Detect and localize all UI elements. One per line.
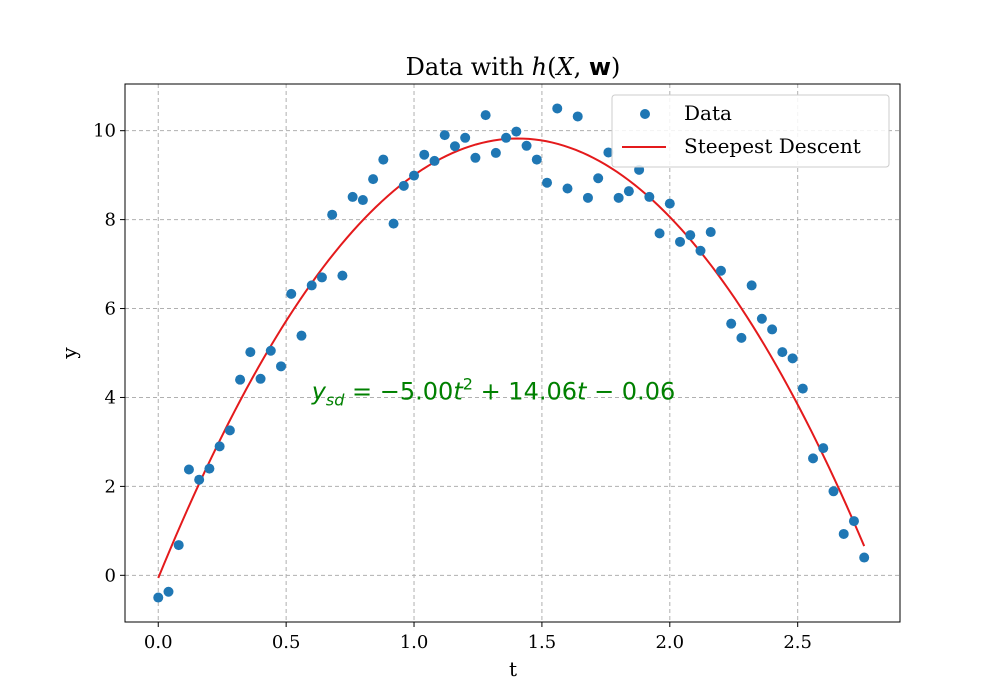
data-point [480, 110, 491, 121]
data-point [490, 147, 501, 158]
y-axis-ticks: 0 2 4 6 8 10 [93, 121, 125, 586]
steepest-descent-curve [157, 137, 866, 579]
data-point [767, 324, 778, 335]
data-point [695, 245, 706, 256]
data-point [214, 441, 225, 452]
data-point [685, 230, 696, 241]
data-point [235, 374, 246, 385]
data-point [736, 332, 747, 343]
x-tick-label: 1.5 [528, 632, 557, 653]
data-point [409, 170, 420, 181]
data-point [224, 425, 235, 436]
data-point [664, 198, 675, 209]
data-point [675, 236, 686, 247]
data-point [460, 132, 471, 143]
data-point [654, 228, 665, 239]
data-point [542, 177, 553, 188]
data-point [449, 141, 460, 152]
data-point [204, 463, 215, 474]
x-tick-label: 0.0 [144, 632, 173, 653]
data-point [838, 528, 849, 539]
y-tick-label: 2 [105, 476, 116, 497]
data-point [470, 152, 481, 163]
data-point [245, 347, 256, 358]
chart-title: Data with h(X, w) [406, 53, 621, 81]
data-point [388, 218, 399, 229]
data-point [552, 103, 563, 114]
data-point [357, 195, 368, 206]
data-point [582, 192, 593, 203]
data-point [419, 149, 430, 160]
y-tick-label: 10 [93, 121, 116, 142]
data-point [501, 132, 512, 143]
plot-frame [124, 83, 901, 623]
data-point [756, 313, 767, 324]
data-point [163, 586, 174, 597]
y-tick-label: 0 [105, 565, 116, 586]
data-point [194, 474, 205, 485]
data-point [368, 174, 379, 185]
data-point [644, 191, 655, 202]
x-tick-label: 2.5 [783, 632, 812, 653]
fit-curve-layer [157, 137, 866, 579]
data-point [153, 592, 164, 603]
y-tick-label: 4 [105, 387, 116, 408]
data-point [183, 464, 194, 475]
y-tick-label: 8 [105, 210, 116, 231]
data-point [726, 318, 737, 329]
data-point [828, 486, 839, 497]
data-point [327, 209, 338, 220]
data-point [337, 270, 348, 281]
data-point [531, 154, 542, 165]
data-point [276, 361, 287, 372]
legend-marker-data [640, 109, 650, 119]
data-point [511, 126, 522, 137]
legend: Data Steepest Descent [611, 94, 890, 168]
data-point [603, 147, 614, 158]
data-point [613, 192, 624, 203]
data-point [296, 330, 307, 341]
data-point [746, 280, 757, 291]
data-point [848, 516, 859, 527]
data-point [286, 288, 297, 299]
data-point [593, 173, 604, 184]
data-point [818, 443, 829, 454]
data-point [705, 227, 716, 238]
legend-label-data: Data [684, 101, 732, 125]
data-point [306, 280, 317, 291]
data-point [429, 155, 440, 166]
data-point [255, 373, 266, 384]
y-axis-label: y [57, 347, 81, 360]
data-points [153, 103, 870, 603]
data-point [265, 345, 276, 356]
x-axis-label: t [509, 657, 517, 681]
data-point [787, 353, 798, 364]
data-point [859, 552, 870, 563]
x-axis-ticks: 0.0 0.5 1.0 1.5 2.0 2.5 [144, 622, 812, 653]
data-point [521, 140, 532, 151]
data-point [398, 180, 409, 191]
data-point [439, 130, 450, 141]
legend-label-steepest-descent: Steepest Descent [684, 134, 861, 158]
data-point [808, 453, 819, 464]
x-tick-label: 0.5 [272, 632, 301, 653]
data-point [572, 111, 583, 122]
data-point [347, 191, 358, 202]
data-point [378, 154, 389, 165]
x-tick-label: 1.0 [400, 632, 429, 653]
data-point [797, 383, 808, 394]
data-point [562, 183, 573, 194]
data-point [777, 347, 788, 358]
y-tick-label: 6 [105, 299, 116, 320]
data-point [623, 186, 634, 197]
legend-box [611, 94, 890, 168]
data-point [173, 540, 184, 551]
x-tick-label: 2.0 [655, 632, 684, 653]
data-point [316, 272, 327, 283]
equation-annotation: ysd = −5.00t2 + 14.06t − 0.06 [311, 375, 676, 410]
data-point [715, 265, 726, 276]
